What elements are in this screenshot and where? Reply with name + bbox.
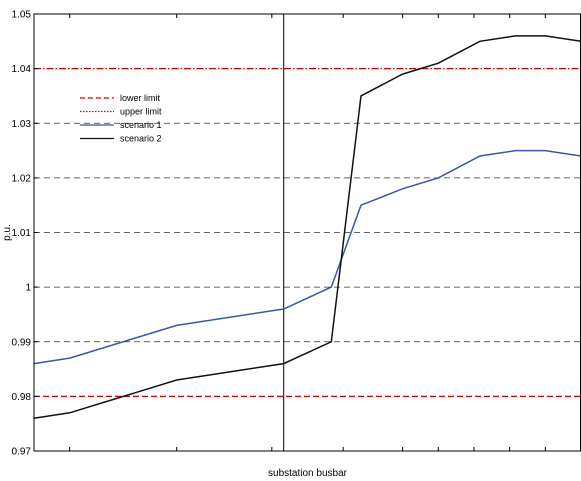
legend: lower limit upper limit scenario 1 scenario…	[80, 93, 162, 144]
y-tick-labels: 0.97 0.98 0.99 1 1.01 1.02 1.03 1.04 1.05	[12, 10, 38, 458]
y-tick-label: 0.99	[12, 337, 32, 348]
x-axis-label: substation busbar	[268, 468, 348, 479]
scenario-1-line	[33, 149, 581, 365]
y-tick-label: 1.03	[12, 119, 32, 130]
scenario-2-line	[33, 35, 581, 419]
series-lines	[33, 35, 581, 419]
y-tick-label: 1.02	[12, 173, 32, 184]
y-tick-label: 0.97	[12, 447, 32, 458]
y-tick-label: 1.04	[12, 64, 32, 75]
y-tick-label: 1.05	[12, 10, 32, 21]
y-tick-label: 1.01	[12, 228, 32, 239]
x-ticks	[69, 14, 546, 451]
y-tick-label: 0.98	[12, 392, 32, 403]
grid-lines	[34, 14, 581, 451]
legend-label: scenario 2	[120, 134, 162, 144]
legend-label: lower limit	[120, 93, 161, 103]
legend-label: scenario 1	[120, 120, 162, 130]
legend-label: upper limit	[120, 107, 162, 117]
y-tick-label: 1	[25, 283, 31, 294]
y-axis-label: p.u.	[2, 224, 13, 241]
